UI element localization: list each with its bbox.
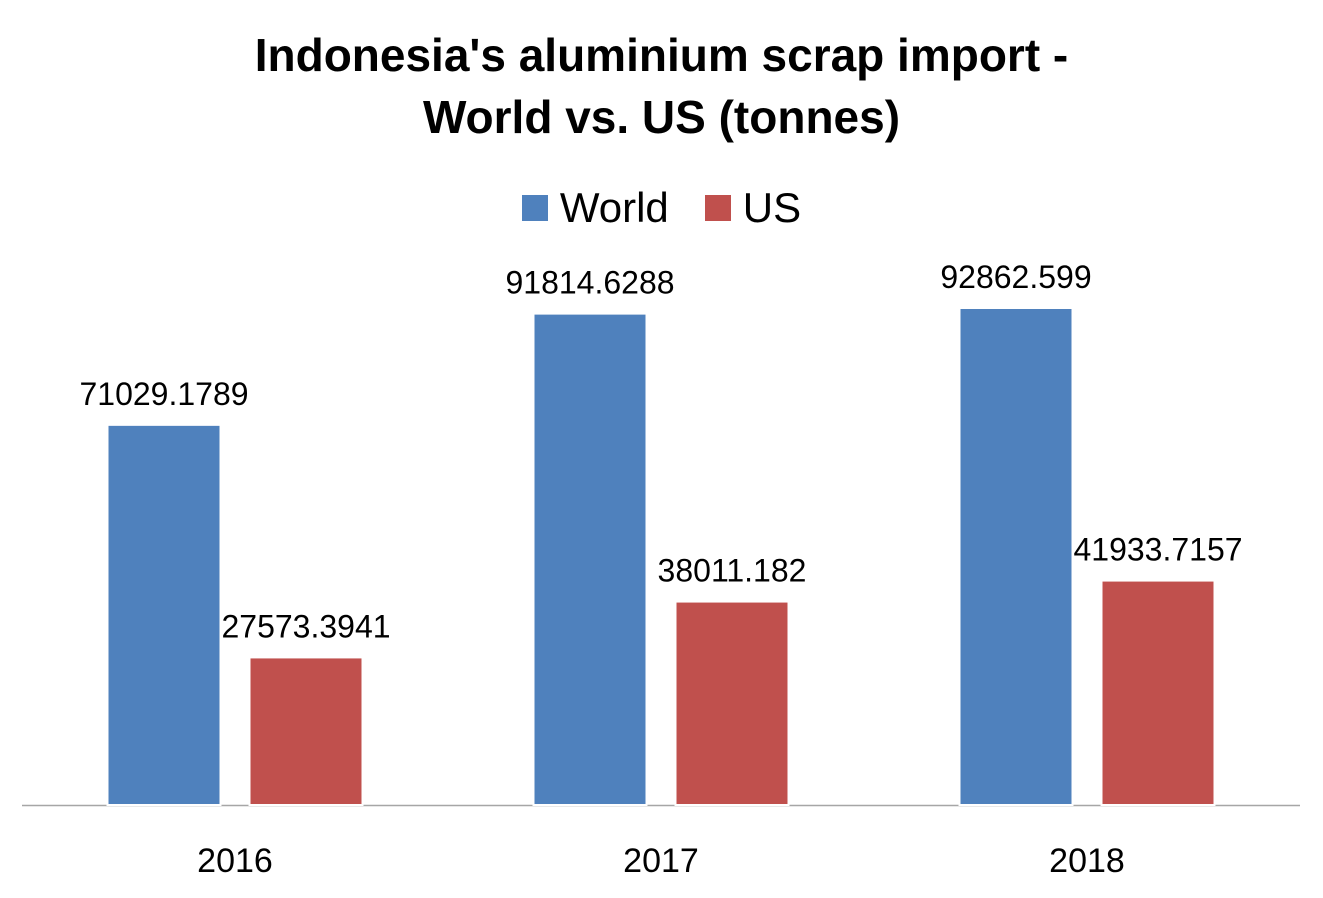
legend-swatch-us xyxy=(704,195,731,221)
bar-us-2016 xyxy=(248,656,364,806)
chart-title: Indonesia's aluminium scrap import - Wor… xyxy=(0,24,1323,148)
bar-us-2018 xyxy=(1100,579,1216,806)
legend-item-us: US xyxy=(704,184,802,232)
legend-swatch-world xyxy=(521,195,548,221)
legend-label-world: World xyxy=(559,184,669,231)
legend-label-us: US xyxy=(742,184,802,231)
chart-title-line-2: World vs. US (tonnes) xyxy=(422,91,901,143)
data-label-world-2017: 91814.6288 xyxy=(505,265,674,301)
data-label-world-2016: 71029.1789 xyxy=(79,376,248,412)
bar-us-2017 xyxy=(674,600,790,806)
data-label-world-2018: 92862.599 xyxy=(940,259,1091,295)
data-label-us-2017: 38011.182 xyxy=(658,553,807,589)
x-tick-label-2016: 2016 xyxy=(197,842,273,880)
data-label-us-2016: 27573.3941 xyxy=(221,608,390,644)
bar-world-2016 xyxy=(106,423,222,806)
data-label-us-2018: 41933.7157 xyxy=(1073,532,1242,568)
bar-world-2018 xyxy=(958,307,1074,806)
x-tick-label-2017: 2017 xyxy=(623,842,699,880)
chart-legend: World US xyxy=(0,184,1323,232)
bar-world-2017 xyxy=(532,312,648,806)
chart-title-line-1: Indonesia's aluminium scrap import - xyxy=(254,29,1069,81)
x-tick-label-2018: 2018 xyxy=(1049,842,1125,880)
legend-item-world: World xyxy=(521,184,669,232)
